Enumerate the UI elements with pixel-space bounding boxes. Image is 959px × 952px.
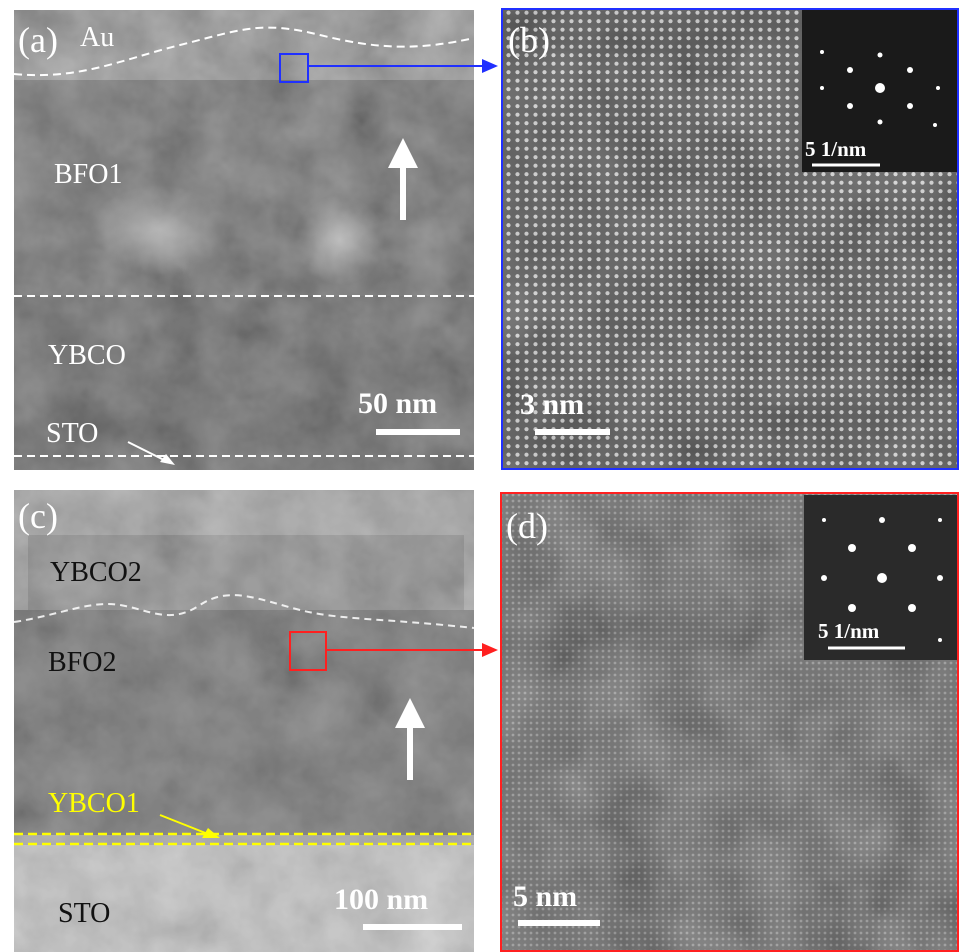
- annotation: STO: [58, 898, 110, 929]
- panel-label: (a): [18, 20, 58, 60]
- annotation: YBCO2: [50, 557, 142, 588]
- annotation: BFO1: [54, 159, 122, 190]
- scale-bar-label: 100 nm: [334, 883, 428, 916]
- inset-scale-bar-label: 5 1/nm: [805, 137, 867, 161]
- annotation: BFO2: [48, 647, 116, 678]
- zoom-arrowhead: [482, 59, 498, 73]
- panel-label: (c): [18, 496, 58, 536]
- inset-scale-bar-label: 5 1/nm: [818, 619, 880, 643]
- grain: [90, 185, 230, 275]
- scale-bar-label: 50 nm: [358, 387, 437, 420]
- panel-label: (b): [508, 20, 550, 60]
- annotation: Au: [80, 22, 114, 53]
- scale-bar-label: 5 nm: [513, 880, 577, 913]
- zoom-arrowhead: [482, 643, 498, 657]
- panel-c: (c) YBCO2 BFO2 YBCO1 STO 100 nm: [14, 490, 498, 952]
- panel-label: (d): [506, 506, 548, 546]
- scale-bar-label: 3 nm: [520, 388, 584, 421]
- annotation: YBCO: [48, 340, 126, 371]
- annotation: STO: [46, 418, 98, 449]
- figure: (a) Au BFO1 YBCO STO 50 nm 5 1/nm (b) 3 …: [0, 0, 959, 952]
- panel-a: (a) Au BFO1 YBCO STO 50 nm: [14, 10, 498, 470]
- panel-d: 5 1/nm (d) 5 nm: [500, 492, 959, 952]
- grain: [295, 195, 385, 285]
- panel-b: 5 1/nm (b) 3 nm: [501, 8, 958, 470]
- annotation: YBCO1: [48, 788, 140, 819]
